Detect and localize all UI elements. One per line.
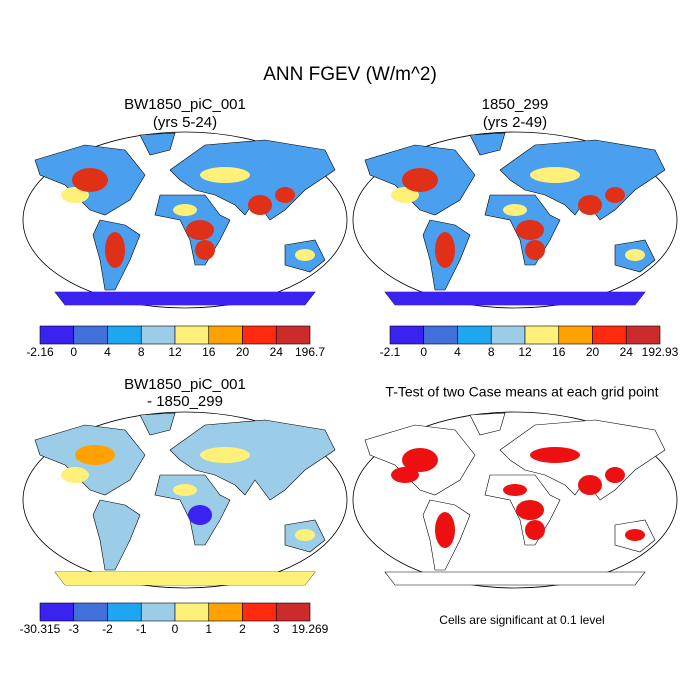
panel-subtitle: (yrs 2-49) xyxy=(483,114,547,131)
figure-title: ANN FGEV (W/m^2) xyxy=(263,64,437,85)
colorbar-label: 4 xyxy=(454,345,461,359)
colorbar-label: -30.315 xyxy=(20,622,61,636)
field-high xyxy=(75,445,115,465)
colorbar-label: 0 xyxy=(172,622,179,636)
colorbar-box xyxy=(174,602,210,622)
colorbar-label: -2.1 xyxy=(380,345,401,359)
colorbar-box xyxy=(457,325,492,345)
colorbar-label: 192.93 xyxy=(642,345,679,359)
colorbar-label: -3 xyxy=(68,622,79,636)
colorbar-box xyxy=(208,602,243,622)
map-panel-4 xyxy=(352,411,678,589)
colorbar-label: 0 xyxy=(420,345,427,359)
colorbar-box xyxy=(107,602,142,622)
panel-title: BW1850_piC_001 xyxy=(124,376,246,393)
field-low xyxy=(188,505,212,525)
colorbar-box xyxy=(592,325,627,345)
colorbar-box xyxy=(625,325,661,345)
colorbar-box xyxy=(558,325,593,345)
panel-title: 1850_299 xyxy=(482,96,549,113)
colorbar-box xyxy=(140,325,176,345)
panel-title: BW1850_piC_001 xyxy=(124,96,246,113)
antarctica xyxy=(55,292,315,305)
colorbar-label: 2 xyxy=(239,622,246,636)
colorbar-box xyxy=(73,325,108,345)
colorbar-label: 20 xyxy=(586,345,600,359)
panel-note: Cells are significant at 0.1 level xyxy=(439,613,604,627)
colorbar-label: 196.7 xyxy=(295,345,325,359)
colorbar-box xyxy=(73,602,108,622)
map-panel-3 xyxy=(22,411,348,589)
colorbar-label: 19.269 xyxy=(292,622,329,636)
map-panel-1 xyxy=(22,131,348,309)
antarctica xyxy=(55,572,315,585)
colorbar-label: 24 xyxy=(620,345,634,359)
colorbar-box xyxy=(490,325,526,345)
colorbar-box xyxy=(107,325,142,345)
colorbar-label: 8 xyxy=(488,345,495,359)
colorbar-label: 1 xyxy=(205,622,212,636)
colorbar-label: 0 xyxy=(70,345,77,359)
colorbar-box xyxy=(39,325,75,345)
panel-subtitle: - 1850_299 xyxy=(147,393,223,410)
colorbar-box xyxy=(208,325,243,345)
colorbar-label: 8 xyxy=(138,345,145,359)
colorbar-label: -2 xyxy=(102,622,113,636)
colorbar-label: 16 xyxy=(552,345,566,359)
colorbar-label: 20 xyxy=(236,345,250,359)
colorbar-label: 12 xyxy=(168,345,182,359)
colorbar-box xyxy=(389,325,425,345)
colorbar-label: -1 xyxy=(136,622,147,636)
colorbar-label: 4 xyxy=(104,345,111,359)
antarctica xyxy=(385,292,645,305)
colorbar-box xyxy=(275,325,311,345)
colorbar-box xyxy=(275,602,311,622)
panel-title: T-Test of two Case means at each grid po… xyxy=(385,384,658,400)
colorbar-box xyxy=(524,325,560,345)
map-panel-2 xyxy=(352,131,678,309)
colorbar-box xyxy=(242,325,277,345)
colorbar-box xyxy=(39,602,75,622)
colorbar-box xyxy=(140,602,176,622)
colorbar-label: 24 xyxy=(270,345,284,359)
colorbar-label: 12 xyxy=(518,345,532,359)
colorbar-box xyxy=(423,325,458,345)
colorbar-label: 16 xyxy=(202,345,216,359)
colorbar-label: -2.16 xyxy=(26,345,54,359)
panel-subtitle: (yrs 5-24) xyxy=(153,114,217,131)
colorbar-label: 3 xyxy=(273,622,280,636)
colorbar-box xyxy=(242,602,277,622)
colorbar-box xyxy=(174,325,210,345)
